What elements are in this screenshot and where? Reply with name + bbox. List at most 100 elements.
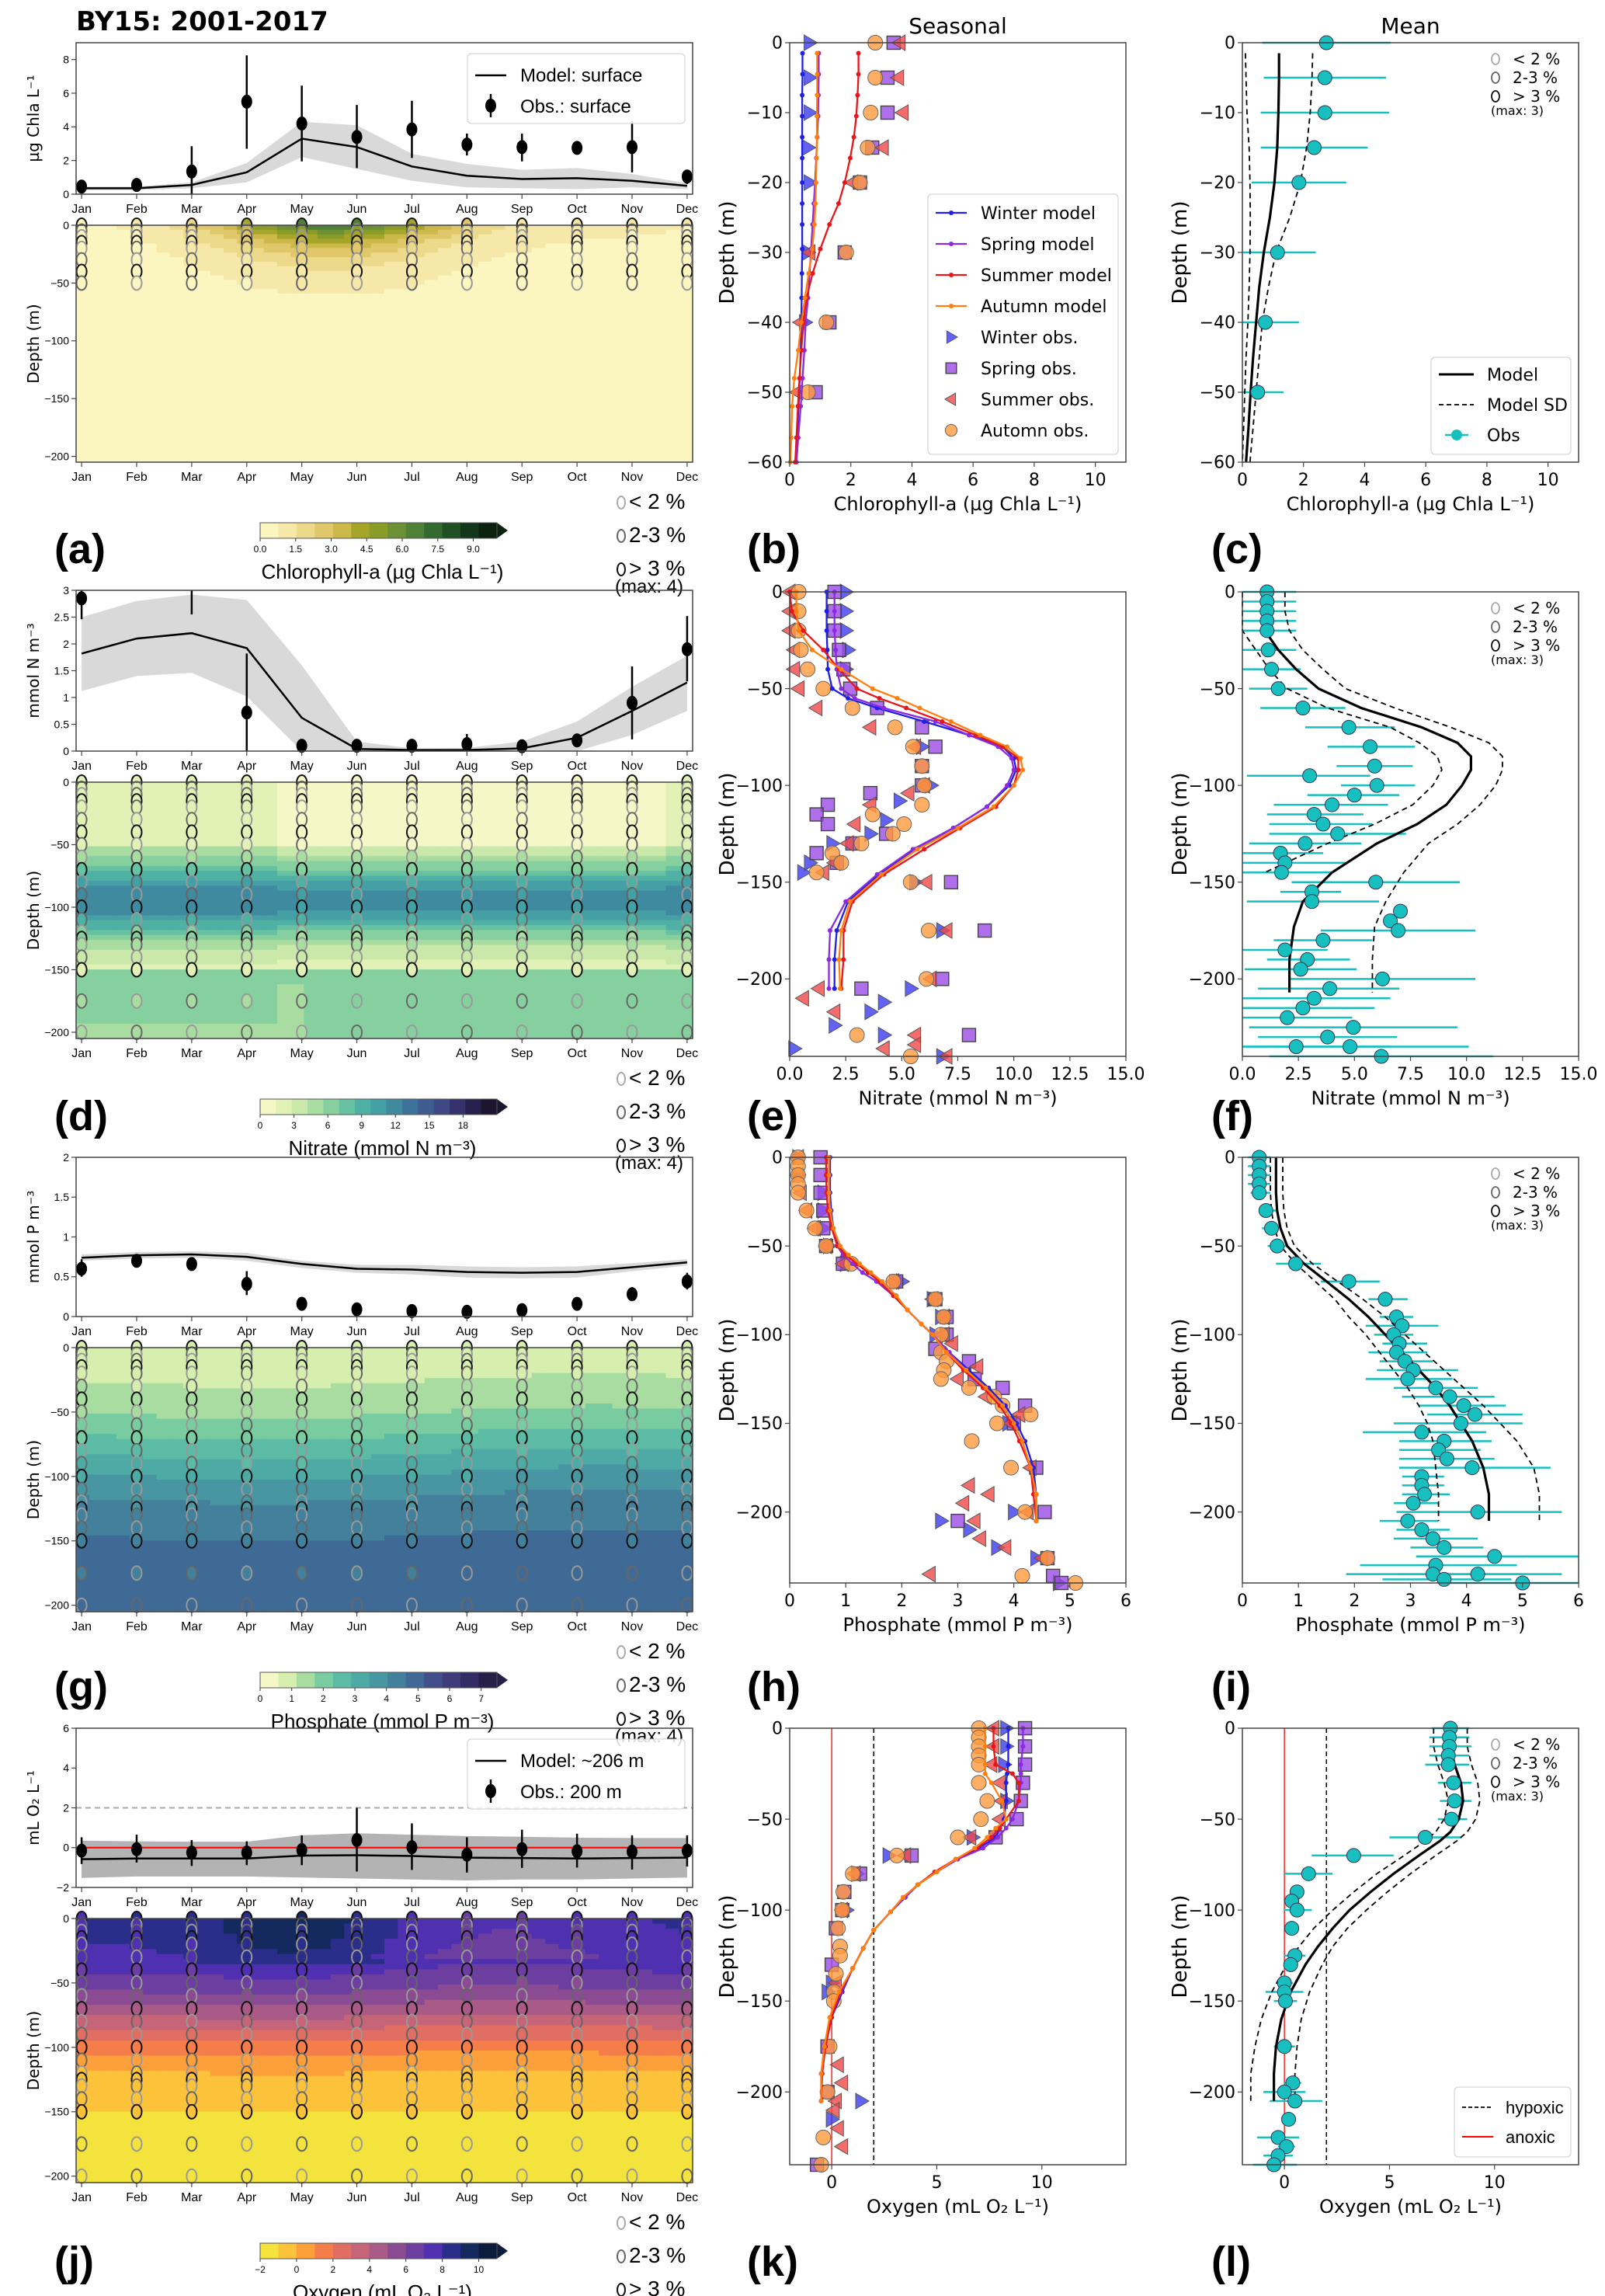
contour-cell: [451, 321, 466, 326]
contour-cell: [223, 311, 238, 317]
obs-mean-point: [1317, 70, 1332, 85]
contour-cell: [196, 910, 211, 916]
contour-cell: [102, 821, 117, 827]
contour-cell: [344, 394, 359, 399]
contour-cell: [156, 797, 171, 802]
contour-cell: [210, 1014, 224, 1020]
contour-cell: [492, 979, 505, 985]
contour-cell: [424, 297, 439, 304]
contour-cell: [545, 999, 559, 1005]
contour-cell: [102, 969, 117, 976]
contour-cell: [223, 289, 238, 294]
contour-cell: [411, 434, 426, 440]
contour-cell: [317, 905, 332, 911]
contour-cell: [505, 802, 519, 808]
contour-cell: [411, 969, 426, 976]
contour-cell: [276, 930, 291, 936]
contour-cell: [317, 806, 332, 812]
contour-cell: [169, 871, 184, 877]
contour-cell: [545, 398, 559, 404]
contour-cell: [130, 416, 144, 422]
model-line: [81, 631, 688, 751]
contour-cell: [478, 453, 492, 458]
contour-cell: [384, 989, 398, 995]
contour-cell: [665, 389, 680, 395]
contour-cell: [438, 348, 452, 353]
contour-cell: [250, 353, 265, 358]
contour-cell: [210, 1004, 224, 1010]
contour-cell: [102, 225, 117, 231]
contour-cell: [424, 426, 439, 431]
contour-cell: [384, 370, 398, 377]
obs-point: [186, 164, 197, 179]
contour-cell: [250, 384, 265, 390]
contour-cell: [89, 243, 104, 249]
contour-cell: [478, 1014, 492, 1020]
contour-cell: [518, 325, 533, 331]
contour-cell: [210, 1033, 224, 1039]
contour-cell: [438, 787, 452, 793]
contour-cell: [196, 421, 211, 426]
contour-cell: [330, 880, 345, 886]
contour-cell: [102, 955, 117, 961]
contour-cell: [438, 398, 452, 404]
contour-cell: [156, 993, 171, 1000]
contour-cell: [317, 293, 332, 299]
contour-cell: [116, 316, 130, 322]
contour-cell: [223, 448, 238, 454]
colorbar-segment: [405, 523, 425, 538]
contour-cell: [451, 915, 466, 921]
contour-cell: [143, 890, 158, 896]
contour-cell: [89, 353, 104, 358]
contour-cell: [585, 861, 599, 867]
contour-cell: [143, 448, 158, 454]
contour-cell: [143, 248, 158, 253]
contour-cell: [384, 412, 398, 417]
contour-cell: [223, 979, 238, 985]
contour-cell: [505, 375, 519, 381]
contour-cell: [210, 984, 224, 990]
contour-cell: [169, 302, 184, 308]
contour-cell: [505, 284, 519, 290]
contour-cell: [464, 444, 479, 450]
contour-cell: [317, 316, 332, 322]
contour-cell: [438, 384, 452, 390]
contour-cell: [398, 831, 412, 837]
contour-cell: [424, 895, 439, 901]
contour-cell: [492, 836, 505, 842]
y-tick-label: 2: [63, 155, 69, 167]
contour-cell: [196, 861, 211, 867]
contour-cell: [558, 307, 573, 313]
contour-cell: [531, 348, 546, 353]
contour-cell: [638, 234, 653, 240]
contour-cell: [599, 895, 613, 901]
contour-cell: [531, 782, 546, 788]
contour-cell: [102, 361, 117, 367]
contour-cell: [169, 969, 184, 976]
contour-cell: [665, 252, 680, 258]
contour-cell: [545, 266, 559, 272]
contour-cell: [250, 816, 265, 823]
contour-cell: [599, 380, 613, 385]
contour-cell: [276, 357, 291, 363]
contour-cell: [276, 284, 291, 290]
contour-cell: [237, 412, 251, 417]
contour-cell: [398, 343, 412, 349]
contour-cell: [223, 806, 238, 812]
contour-cell: [492, 846, 505, 852]
contour-cell: [116, 284, 130, 290]
contour-cell: [290, 861, 305, 867]
contour-cell: [330, 1033, 345, 1039]
contour-cell: [585, 380, 599, 385]
contour-cell: [384, 895, 398, 901]
y-tick-label: −10: [1200, 104, 1235, 123]
contour-cell: [317, 457, 332, 463]
contour-cell: [492, 1004, 505, 1010]
contour-cell: [223, 361, 238, 367]
contour-cell: [276, 316, 291, 322]
contour-cell: [89, 797, 104, 802]
contour-cell: [344, 434, 359, 440]
contour-cell: [571, 430, 586, 436]
contour-cell: [625, 289, 640, 294]
contour-cell: [518, 984, 533, 990]
